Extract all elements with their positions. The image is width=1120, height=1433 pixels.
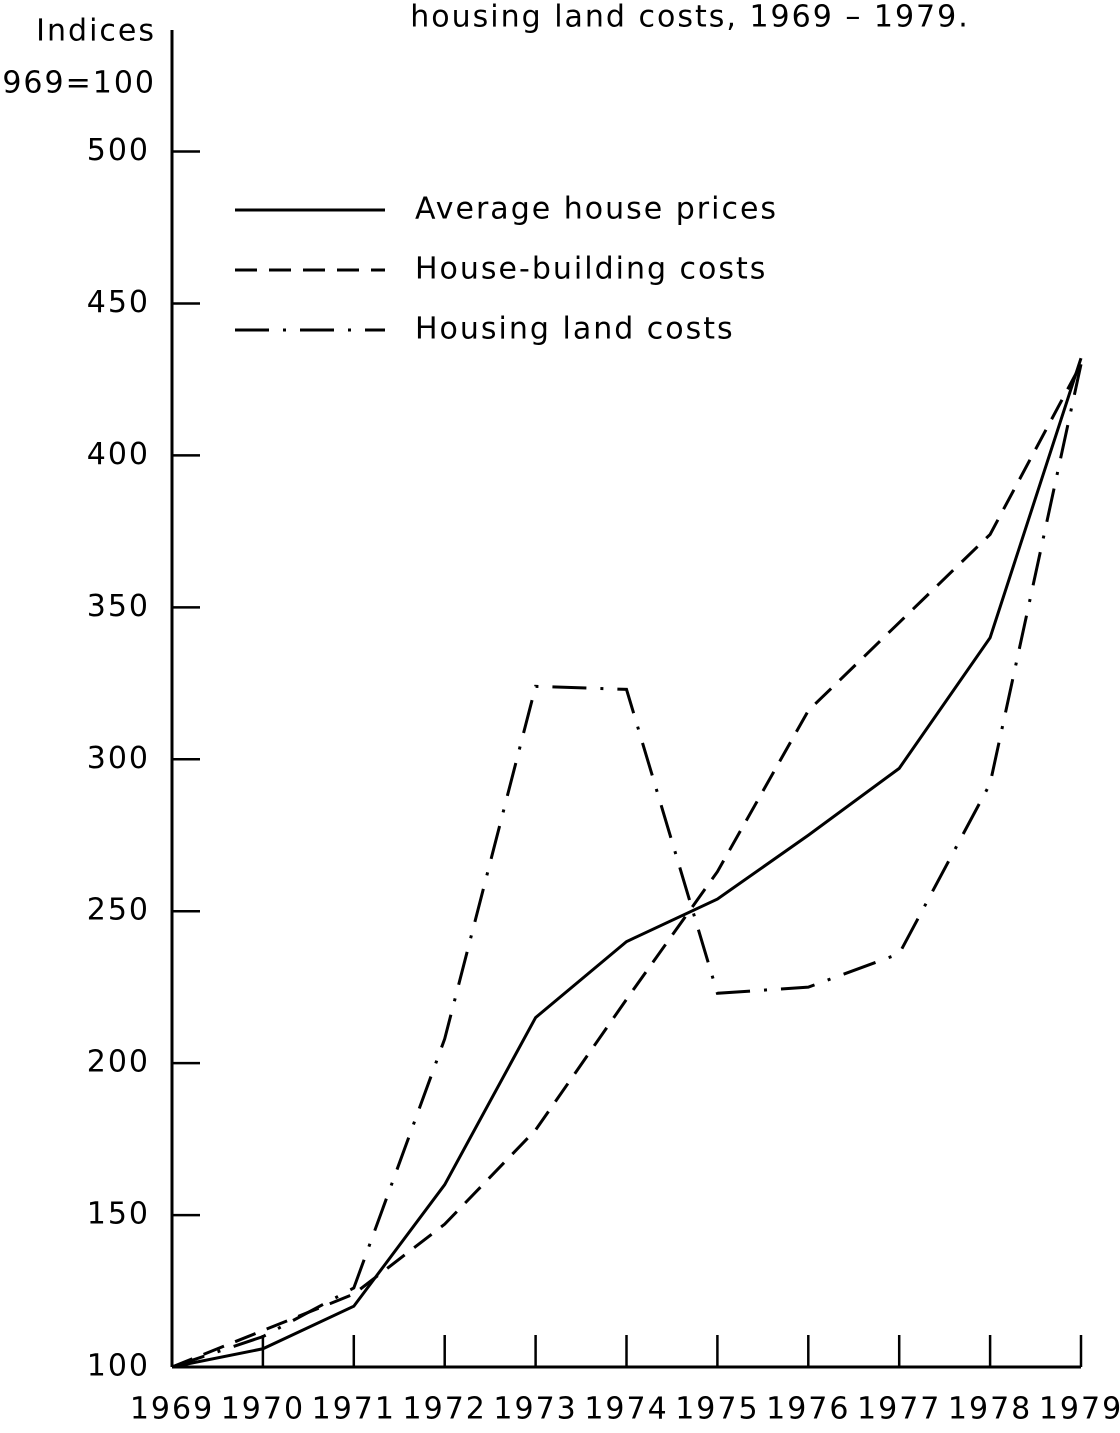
legend-label: House-building costs [415,252,767,287]
x-tick-label: 1973 [493,1392,577,1427]
x-tick-label: 1971 [312,1392,396,1427]
series-line [171,357,1083,1369]
x-tick-label: 1977 [857,1392,941,1427]
legend-label: Average house prices [415,192,778,227]
y-axis-label: 1969=100 [0,66,156,101]
x-tick-label: 1975 [675,1392,759,1427]
x-tick-label: 1972 [403,1392,487,1427]
y-tick-label: 350 [87,589,150,624]
legend-label: Housing land costs [415,312,735,347]
y-tick-label: 200 [87,1045,150,1080]
x-tick-label: 1969 [130,1392,214,1427]
y-tick-label: 500 [87,133,150,168]
x-tick-label: 1974 [584,1392,668,1427]
y-tick-label: 150 [87,1197,150,1232]
x-tick-label: 1979 [1039,1392,1120,1427]
series-line [171,363,1083,1369]
chart-title: housing land costs, 1969 – 1979. [410,0,970,35]
y-tick-label: 400 [87,437,150,472]
y-tick-label: 250 [87,893,150,928]
x-tick-label: 1978 [948,1392,1032,1427]
y-axis-label: Indices [36,14,156,49]
y-tick-label: 300 [87,741,150,776]
y-tick-label: 450 [87,285,150,320]
y-tick-label: 100 [87,1349,150,1384]
x-tick-label: 1976 [766,1392,850,1427]
x-tick-label: 1970 [221,1392,305,1427]
